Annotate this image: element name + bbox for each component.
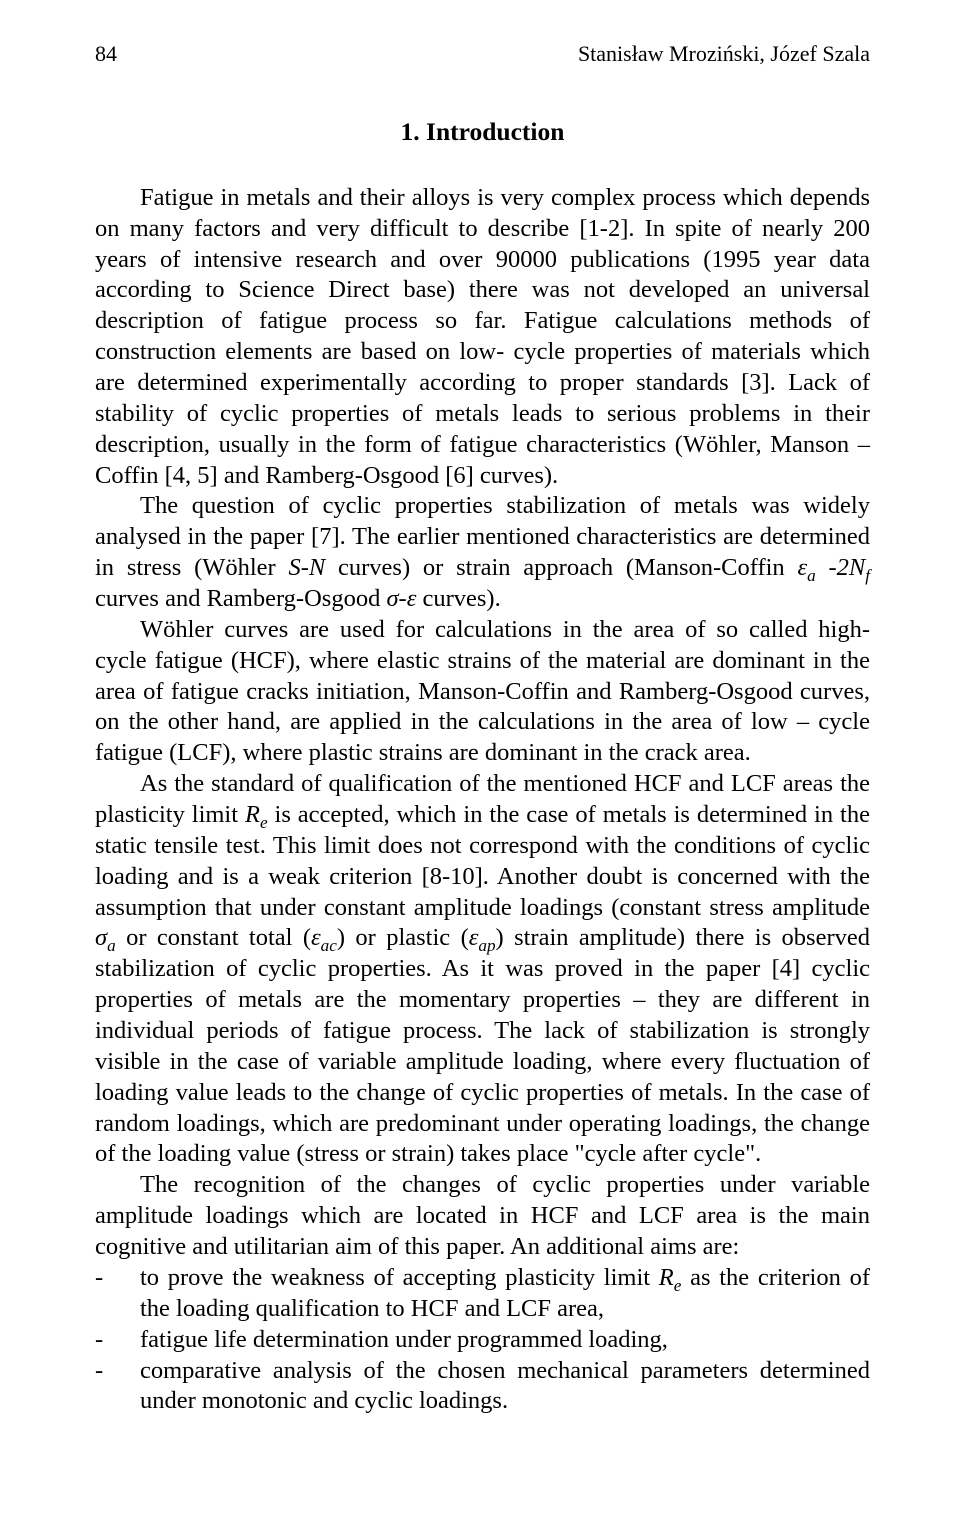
paragraph-1: Fatigue in metals and their alloys is ve…	[95, 183, 870, 492]
li1-a: to prove the weakness of accepting plast…	[140, 1264, 659, 1291]
section-heading-introduction: 1. Introduction	[95, 116, 870, 148]
p2-text-b: curves) or strain approach (Manson-Coffi…	[325, 554, 797, 581]
aim-item-1: to prove the weakness of accepting plast…	[95, 1263, 870, 1325]
p4-text-e: ) strain amplitude) there is observed st…	[95, 924, 870, 1167]
p2-2nf: 2N	[837, 554, 866, 581]
aim-item-3: comparative analysis of the chosen mecha…	[95, 1356, 870, 1418]
page: 84 Stanisław Mroziński, Józef Szala 1. I…	[0, 0, 960, 1524]
running-head-authors: Stanisław Mroziński, Józef Szala	[578, 40, 870, 68]
p2-s-n: S-N	[288, 554, 325, 581]
paragraph-4: As the standard of qualification of the …	[95, 769, 870, 1170]
p4-text-d: ) or plastic (	[337, 924, 469, 951]
paragraph-5: The recognition of the changes of cyclic…	[95, 1170, 870, 1263]
p4-text-c: or constant total (	[116, 924, 311, 951]
aims-list: to prove the weakness of accepting plast…	[95, 1263, 870, 1417]
p4-sigma-a: σ	[95, 924, 107, 951]
running-header: 84 Stanisław Mroziński, Józef Szala	[95, 40, 870, 68]
p4-eps-ap: ε	[469, 924, 479, 951]
p2-text-c: curves and Ramberg-Osgood	[95, 585, 386, 612]
p2-sigma-eps: σ-ε	[386, 585, 416, 612]
paragraph-3: Wöhler curves are used for calculations …	[95, 615, 870, 769]
p2-f-sub: f	[865, 566, 870, 585]
p2-epsilon-a: ε	[797, 554, 807, 581]
p4-eps-ac: ε	[311, 924, 321, 951]
p2-text-d: curves).	[416, 585, 500, 612]
p4-sigma-a-sub: a	[107, 936, 116, 955]
page-number: 84	[95, 40, 117, 68]
p4-eps-ap-sub: ap	[478, 936, 495, 955]
paragraph-2: The question of cyclic properties stabil…	[95, 491, 870, 614]
p2-dash: -	[816, 554, 837, 581]
aim-item-2: fatigue life determination under program…	[95, 1325, 870, 1356]
p4-re: R	[245, 801, 260, 828]
p4-eps-ac-sub: ac	[321, 936, 337, 955]
li1-re: R	[659, 1264, 674, 1291]
p2-epsilon-a-sub: a	[807, 566, 816, 585]
p4-re-sub: e	[260, 813, 268, 832]
